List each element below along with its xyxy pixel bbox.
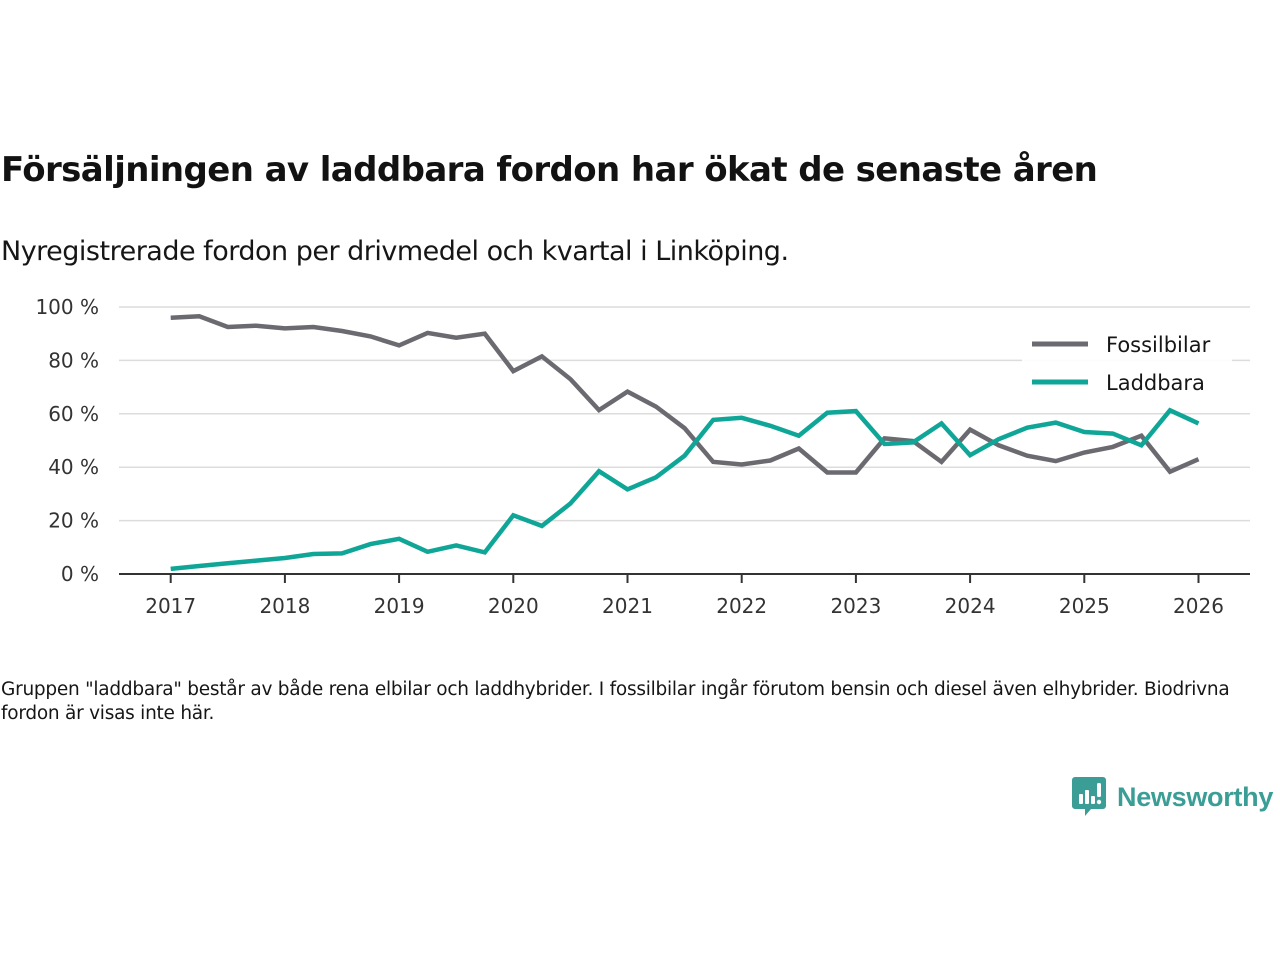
legend: Fossilbilar Laddbara: [1022, 322, 1232, 402]
legend-label-fossilbilar: Fossilbilar: [1106, 333, 1211, 357]
brand-name: Newsworthy: [1117, 781, 1274, 812]
series-lines: [170, 314, 1200, 572]
y-tick-label: 0 %: [61, 562, 99, 586]
x-tick-label: 2024: [945, 594, 996, 618]
series-line-fossilbilar: [170, 314, 1200, 475]
x-tick-label: 2021: [602, 594, 653, 618]
x-tick-label: 2017: [145, 594, 196, 618]
x-tick-label: 2025: [1059, 594, 1110, 618]
x-tick-label: 2022: [716, 594, 767, 618]
x-tick-label: 2020: [488, 594, 539, 618]
series-line-laddbara: [170, 407, 1200, 572]
x-tick-label: 2023: [830, 594, 881, 618]
chart-title: Försäljningen av laddbara fordon har öka…: [1, 150, 1098, 190]
y-axis-labels: 0 % 20 % 40 % 60 % 80 % 100 %: [35, 295, 99, 586]
footnote: Gruppen "laddbara" består av både rena e…: [1, 679, 1230, 724]
x-tick-label: 2018: [259, 594, 310, 618]
newsworthy-chart-bubble-icon: [1072, 777, 1106, 816]
y-tick-label: 20 %: [48, 509, 99, 533]
x-axis: 2017 2018 2019 2020 2021 2022 2023 2024 2025 2026: [119, 573, 1250, 618]
line-chart: 0 % 20 % 40 % 60 % 80 % 100 % 2017 2018 2019 202…: [35, 295, 1250, 618]
y-tick-label: 60 %: [48, 402, 99, 426]
y-tick-label: 40 %: [48, 455, 99, 479]
legend-background: [1022, 322, 1232, 402]
x-tick-label: 2019: [374, 594, 425, 618]
chart-subtitle: Nyregistrerade fordon per drivmedel och …: [1, 236, 789, 267]
x-tick-label: 2026: [1173, 594, 1224, 618]
y-tick-label: 100 %: [35, 295, 99, 319]
y-tick-label: 80 %: [48, 348, 99, 372]
legend-label-laddbara: Laddbara: [1106, 371, 1205, 395]
newsworthy-logo[interactable]: Newsworthy: [1072, 777, 1273, 817]
